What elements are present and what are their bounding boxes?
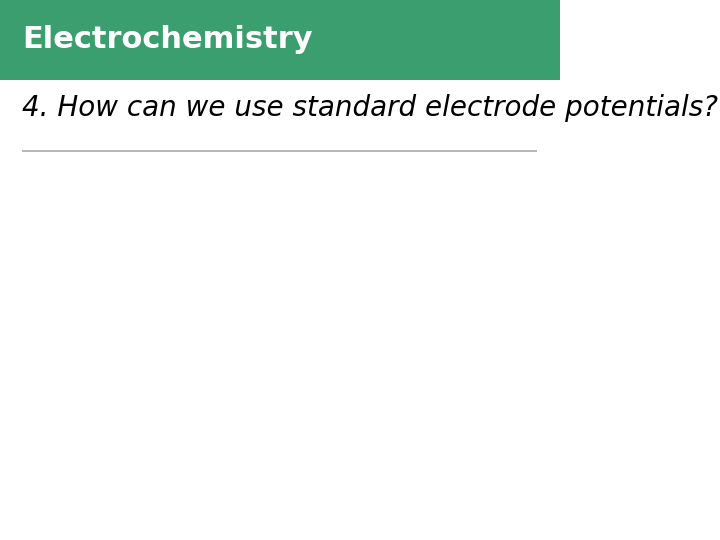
Text: 4. How can we use standard electrode potentials?: 4. How can we use standard electrode pot… — [22, 94, 719, 122]
Text: Electrochemistry: Electrochemistry — [22, 25, 313, 55]
Bar — [0, 0, 559, 80]
